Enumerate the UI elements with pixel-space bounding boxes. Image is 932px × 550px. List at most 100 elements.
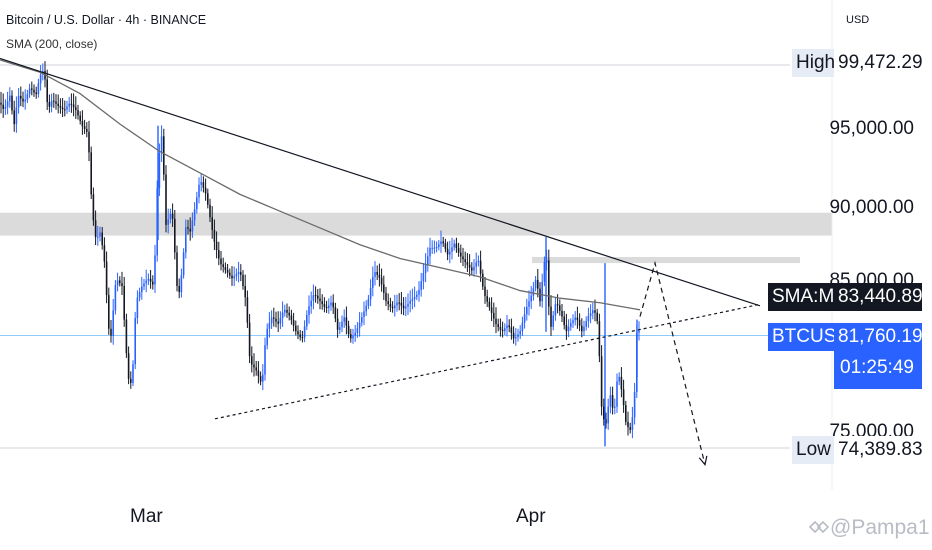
candle-body-93 (204, 187, 207, 194)
candle-body-236 (519, 331, 521, 335)
candle-body-30 (66, 106, 68, 110)
candle-body-156 (343, 317, 345, 322)
candle-body-121 (266, 328, 268, 346)
candle-body-216 (475, 262, 477, 267)
candle-body-38 (83, 126, 86, 129)
candle-body-21 (46, 79, 48, 103)
candle-body-284 (625, 405, 627, 422)
candle-body-86 (189, 228, 191, 232)
candle-body-1 (2, 104, 4, 109)
candle-body-134 (295, 325, 297, 332)
candle-body-186 (409, 301, 411, 304)
candle-body-61 (134, 318, 136, 365)
candle-body-140 (308, 306, 310, 315)
candle-body-77 (169, 213, 172, 220)
candle-body-74 (163, 136, 165, 175)
candle-body-221 (486, 296, 488, 302)
candle-body-160 (352, 335, 354, 339)
candle-body-204 (449, 251, 451, 255)
time-tick-apr: Apr (516, 506, 546, 527)
candle-body-153 (336, 318, 339, 330)
candle-body-136 (299, 334, 301, 338)
candle-body-104 (229, 272, 231, 276)
candle-body-263 (578, 320, 581, 326)
candle-body-227 (499, 326, 502, 330)
sma-200-line (0, 59, 641, 311)
candle-body-150 (330, 302, 332, 306)
candle-body-13 (28, 88, 31, 95)
candle-body-117 (257, 370, 260, 377)
candle-body-4 (9, 95, 11, 102)
low-label: Low (792, 436, 834, 464)
candle-body-100 (220, 258, 222, 265)
candle-body-208 (457, 248, 460, 253)
candle-body-106 (233, 276, 235, 279)
candle-body-15 (33, 89, 35, 93)
candle-body-171 (376, 271, 378, 275)
candle-body-29 (64, 109, 66, 111)
candle-body-125 (275, 318, 277, 322)
projection-path (639, 260, 706, 465)
candle-body-123 (270, 317, 273, 324)
candle-body-180 (396, 302, 398, 306)
candle-body-145 (319, 298, 321, 302)
candle-body-174 (383, 284, 385, 293)
candle-body-91 (200, 182, 202, 185)
candle-body-132 (290, 315, 293, 321)
price-tick-95000: 95,000.00 (829, 118, 914, 139)
candle-body-138 (303, 326, 306, 338)
currency-label[interactable]: USD (846, 14, 870, 26)
candle-body-146 (321, 301, 323, 305)
candle-body-99 (218, 250, 220, 259)
candle-body-275 (605, 419, 607, 424)
candle-body-213 (468, 264, 471, 268)
candle-body-119 (262, 374, 264, 382)
candle-body-64 (141, 286, 143, 293)
candle-body-87 (191, 220, 194, 232)
bar-countdown: 01:25:49 (834, 351, 922, 389)
candle-body-2 (4, 106, 7, 109)
candle-body-224 (493, 312, 495, 319)
candle-body-102 (224, 267, 227, 270)
candle-body-189 (416, 294, 418, 297)
candle-body-54 (119, 280, 121, 284)
candle-body-51 (112, 310, 114, 336)
candle-body-187 (411, 298, 414, 302)
candle-body-177 (389, 304, 392, 307)
candle-body-109 (240, 272, 242, 275)
projection-arrowhead (698, 455, 708, 466)
candle-body-240 (528, 301, 530, 307)
candle-body-191 (420, 281, 422, 290)
candle-body-115 (253, 364, 255, 368)
candle-body-268 (589, 313, 592, 317)
candle-body-179 (394, 305, 396, 309)
candle-body-135 (297, 331, 299, 335)
candle-body-5 (11, 95, 13, 111)
resistance-trendline (0, 57, 761, 307)
candle-body-98 (215, 241, 218, 251)
candle-body-244 (537, 279, 539, 289)
candle-body-220 (484, 286, 486, 297)
candle-body-90 (198, 184, 200, 198)
candle-body-266 (585, 321, 587, 327)
candle-body-237 (521, 322, 524, 332)
candle-body-62 (136, 297, 139, 319)
candle-body-114 (251, 356, 253, 365)
candle-body-262 (576, 317, 579, 321)
author-watermark: @Pampa1 (808, 516, 930, 540)
candle-body-273 (600, 356, 603, 407)
candle-body-18 (39, 74, 42, 84)
indicator-legend[interactable]: SMA (200, close) (6, 37, 98, 51)
candle-body-10 (22, 98, 24, 102)
candle-body-49 (108, 295, 110, 329)
candle-body-209 (460, 252, 462, 257)
time-tick-mar: Mar (130, 506, 163, 527)
candle-body-36 (79, 115, 81, 122)
candle-body-202 (444, 243, 447, 249)
candle-body-247 (543, 262, 546, 282)
candle-body-126 (277, 321, 279, 324)
candle-body-144 (317, 295, 319, 299)
candle-body-198 (435, 247, 438, 249)
candle-body-9 (20, 95, 22, 99)
